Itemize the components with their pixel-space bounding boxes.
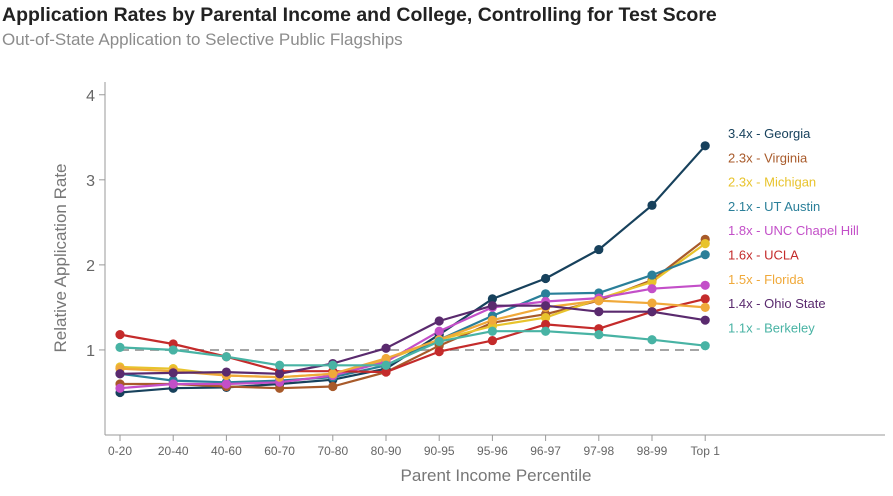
data-point-ohio-state [168, 368, 178, 378]
data-point-ut-austin [700, 250, 710, 260]
data-point-ucla [700, 294, 710, 304]
data-point-berkeley [275, 360, 285, 370]
series-line-ut-austin [119, 253, 706, 384]
data-point-unc-chapel-hill [700, 280, 710, 290]
data-point-georgia [541, 273, 551, 284]
data-point-ucla [541, 319, 551, 330]
legend-label-berkeley: 1.1x - Berkeley [728, 320, 815, 335]
data-point-virginia [328, 381, 338, 392]
legend-label-virginia: 2.3x - Virginia [728, 150, 808, 165]
data-point-unc-chapel-hill [115, 383, 125, 393]
x-tick-label: 96-97 [530, 444, 561, 458]
data-point-michigan [647, 277, 657, 287]
y-tick-label: 2 [86, 258, 95, 275]
chart-axes: 1 2 3 4 0-20 20-40 40-60 60-70 70-80 80-90 90-95 95… [86, 82, 885, 458]
data-point-ohio-state [381, 343, 391, 353]
data-point-ohio-state [487, 301, 497, 311]
data-point-berkeley [647, 335, 657, 345]
x-axis-title: Parent Income Percentile [401, 466, 592, 485]
data-point-berkeley [700, 341, 710, 351]
chart-subtitle: Out-of-State Application to Selective Pu… [2, 30, 403, 49]
data-point-berkeley [328, 360, 338, 370]
data-point-georgia [594, 244, 604, 255]
chart-title: Application Rates by Parental Income and… [2, 4, 717, 26]
series-line-michigan [119, 242, 706, 379]
legend-label-unc-chapel-hill: 1.8x - UNC Chapel Hill [728, 223, 859, 238]
data-point-ucla [434, 347, 444, 357]
y-tick-label: 1 [86, 343, 95, 360]
data-point-florida [594, 296, 604, 306]
data-point-florida [381, 353, 391, 364]
data-point-michigan [541, 313, 551, 323]
legend-label-michigan: 2.3x - Michigan [728, 175, 816, 190]
data-point-georgia [700, 141, 710, 151]
legend-label-florida: 1.5x - Florida [728, 272, 805, 287]
data-point-berkeley [221, 352, 231, 362]
y-tick-label: 3 [86, 173, 95, 190]
data-point-berkeley [115, 342, 125, 352]
data-point-florida [700, 302, 710, 313]
x-tick-label: 60-70 [264, 444, 295, 458]
data-point-unc-chapel-hill [434, 326, 444, 336]
y-tick-label: 4 [86, 88, 95, 105]
data-point-ucla [115, 330, 125, 340]
x-tick-label: 40-60 [211, 444, 242, 458]
data-point-ohio-state [700, 315, 710, 325]
data-point-florida [328, 369, 338, 379]
data-point-ohio-state [594, 307, 604, 317]
x-tick-label: Top 1 [691, 444, 721, 458]
data-point-georgia [647, 200, 657, 210]
series-points-layer [115, 141, 710, 398]
data-point-unc-chapel-hill [221, 379, 231, 389]
data-point-ohio-state [275, 369, 285, 379]
data-point-unc-chapel-hill [168, 379, 178, 389]
data-point-berkeley [487, 326, 497, 336]
data-point-berkeley [434, 336, 444, 347]
data-point-ucla [381, 367, 391, 377]
y-axis-title: Relative Application Rate [51, 163, 70, 352]
series-lines-layer [119, 145, 707, 394]
data-point-berkeley [541, 326, 551, 336]
data-point-ohio-state [434, 316, 444, 326]
x-tick-label: 90-95 [424, 444, 455, 458]
data-point-michigan [700, 239, 710, 249]
series-line-ohio-state [119, 304, 706, 375]
legend: 3.4x - Georgia 2.3x - Virginia 2.3x - Mich… [728, 126, 859, 335]
legend-label-georgia: 3.4x - Georgia [728, 126, 811, 141]
series-line-georgia [119, 145, 707, 394]
x-tick-label: 98-99 [637, 444, 668, 458]
x-tick-label: 0-20 [108, 444, 132, 458]
series-line-berkeley [119, 330, 706, 367]
series-line-virginia [120, 238, 706, 390]
legend-label-ucla: 1.6x - UCLA [728, 248, 799, 263]
data-point-ut-austin [541, 289, 551, 299]
data-point-ucla [487, 335, 497, 346]
series-line-unc-chapel-hill [119, 284, 706, 390]
data-point-ohio-state [647, 307, 657, 317]
legend-label-ohio-state: 1.4x - Ohio State [728, 296, 826, 311]
x-tick-label: 70-80 [317, 444, 348, 458]
x-tick-label: 95-96 [477, 444, 508, 458]
data-point-ohio-state [115, 369, 125, 379]
data-point-ohio-state [221, 367, 231, 377]
data-point-berkeley [594, 330, 604, 340]
data-point-florida [647, 298, 657, 308]
data-point-berkeley [168, 345, 178, 355]
data-point-berkeley [381, 360, 391, 370]
x-tick-label: 97-98 [583, 444, 614, 458]
data-point-georgia [487, 294, 497, 304]
data-point-ohio-state [541, 301, 551, 311]
series-line-florida [119, 299, 706, 379]
legend-label-ut-austin: 2.1x - UT Austin [728, 199, 820, 214]
data-point-ut-austin [647, 270, 657, 280]
x-tick-label: 20-40 [158, 444, 189, 458]
data-point-unc-chapel-hill [647, 284, 657, 294]
x-tick-label: 80-90 [371, 444, 402, 458]
data-point-florida [487, 315, 497, 325]
